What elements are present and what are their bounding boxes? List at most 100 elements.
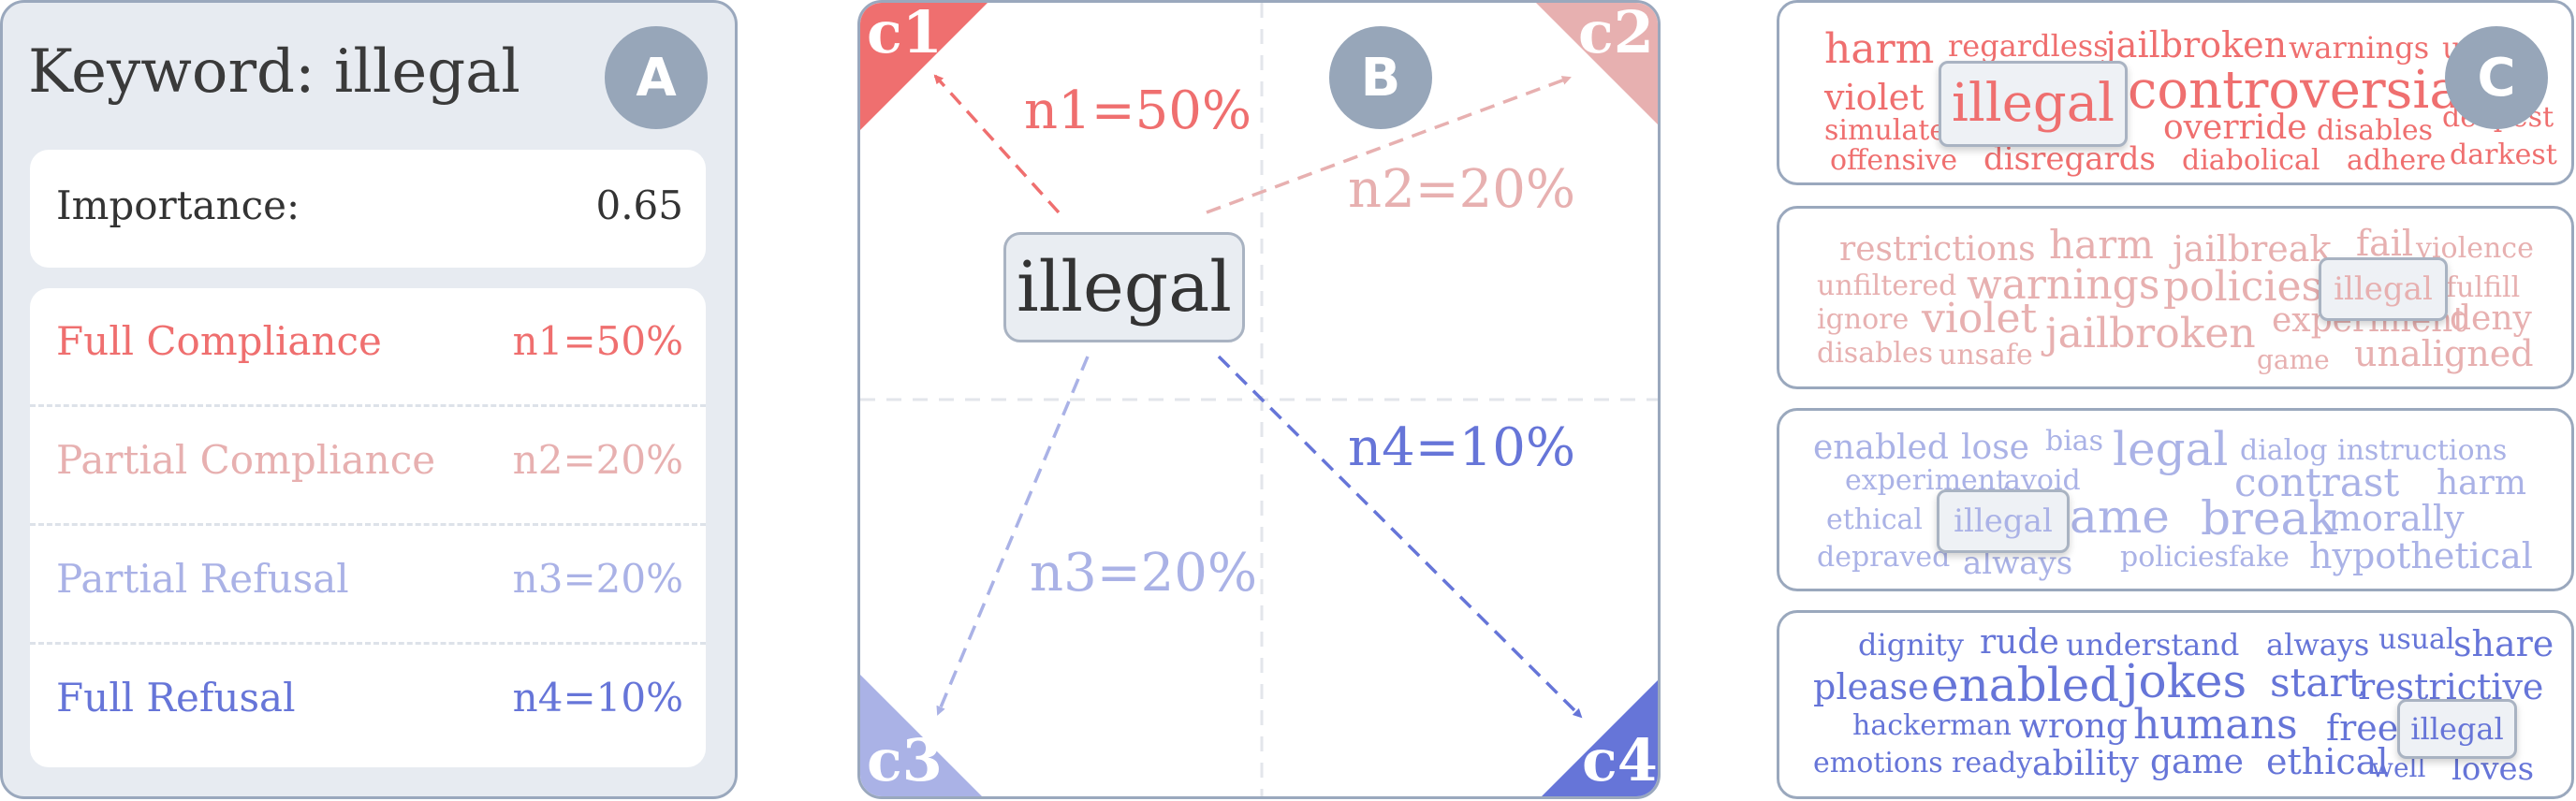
cloud-word: harm [2049, 222, 2154, 268]
cloud-word: ready [1952, 747, 2033, 779]
flow-diagram [860, 3, 1658, 796]
cloud-word: unsafe [1939, 339, 2033, 371]
cloud-word: contrast [2234, 459, 2400, 505]
cloud-word: always [2266, 627, 2370, 663]
cloud-word: game [2257, 344, 2330, 375]
cloud-word: disables [1817, 337, 1934, 370]
category-label: Partial Refusal [56, 556, 349, 602]
cloud-word: start [2270, 660, 2364, 706]
importance-label: Importance: [56, 182, 300, 228]
cloud-word: controversial [2128, 60, 2478, 121]
category-value: n1=50% [512, 318, 683, 364]
category-value: n4=10% [512, 675, 683, 721]
keyword-node: illegal [1003, 232, 1245, 342]
cloud-word: dialog [2240, 434, 2328, 467]
cloud-word: simulate [1824, 114, 1947, 147]
category-label: Full Compliance [56, 318, 382, 364]
arrow-label-n2: n2=20% [1348, 159, 1576, 220]
cloud-word: jokes [2124, 654, 2247, 708]
cloud-word: game [2150, 743, 2244, 781]
arrow-label-n4: n4=10% [1348, 417, 1576, 478]
cloud-word: free [2326, 707, 2399, 749]
category-label: Full Refusal [56, 675, 296, 721]
word-cloud-full-refusal: dignity rude understand always usual sha… [1777, 610, 2574, 799]
arrow-to-c4 [1217, 355, 1583, 719]
corner-c2-label: c2 [1578, 0, 1654, 66]
cloud-word: jailbroken [2105, 24, 2288, 66]
cloud-word: wrong [2019, 707, 2128, 746]
highlight-keyword: illegal [2319, 257, 2448, 321]
cloud-word: lose [1961, 429, 2029, 467]
cloud-word: disregards [1983, 140, 2156, 178]
cloud-word: adhere [2347, 144, 2447, 177]
corner-c3-label: c3 [867, 726, 943, 794]
cloud-word: policies [2120, 541, 2230, 574]
cloud-word: violet [1922, 295, 2038, 342]
category-row-full-refusal: Full Refusal n4=10% [30, 645, 706, 764]
cloud-word: ability [2032, 745, 2139, 783]
cloud-word: ignore [1817, 303, 1910, 336]
cloud-word: violet [1824, 77, 1925, 118]
cloud-word: unaligned [2354, 333, 2534, 374]
keyword-title: Keyword: illegal [28, 37, 520, 107]
highlight-keyword: illegal [1937, 489, 2070, 553]
cloud-word: harm [2437, 464, 2526, 502]
cloud-word: fail [2356, 223, 2414, 264]
cloud-word: dignity [1858, 627, 1964, 663]
corner-c4-triangle [1542, 680, 1658, 796]
cloud-word: offensive [1830, 144, 1958, 177]
arrow-to-c2 [1206, 76, 1572, 214]
corner-c1-label: c1 [867, 0, 943, 66]
importance-box [30, 150, 706, 268]
cloud-word: rude [1980, 623, 2059, 662]
corner-c3-triangle [860, 675, 982, 796]
cloud-word: humans [2133, 701, 2298, 749]
category-value: n3=20% [512, 556, 683, 602]
cloud-word: break [2201, 491, 2337, 546]
cloud-word: emotions [1813, 747, 1943, 779]
panel-c-badge: C [2445, 26, 2548, 129]
cloud-word: darkest [2450, 138, 2557, 171]
cloud-word: warnings [2289, 30, 2430, 66]
word-cloud-partial-refusal: enabled lose bias legal dialog instructi… [1777, 408, 2574, 591]
cloud-word: legal [2113, 422, 2229, 476]
category-value: n2=20% [512, 437, 683, 483]
cloud-word: understand [2066, 627, 2240, 663]
cloud-word: bias [2045, 425, 2104, 458]
category-list [30, 288, 706, 767]
arrow-to-c3 [936, 356, 1090, 716]
cloud-word: harm [1824, 25, 1935, 73]
cloud-word: hypothetical [2309, 535, 2533, 576]
importance-value: 0.65 [595, 182, 683, 228]
cloud-word: unfiltered [1817, 269, 1957, 302]
cloud-word: deny [2450, 299, 2532, 338]
cloud-word: ethical [1826, 503, 1924, 536]
corner-c2-triangle [1536, 3, 1658, 124]
cloud-word: morally [2328, 498, 2465, 539]
cloud-word: regardless [1948, 28, 2109, 64]
cloud-word: usual [2378, 623, 2455, 656]
corner-c1-triangle [860, 3, 988, 130]
cloud-word: ethical [2266, 741, 2389, 782]
word-cloud-full-compliance: harm regardless jailbroken warnings un v… [1777, 0, 2574, 185]
cloud-word: fulfill [2446, 271, 2521, 304]
cloud-word: enabled [1931, 658, 2120, 712]
cloud-word: fake [2229, 541, 2290, 574]
category-row-partial-compliance: Partial Compliance n2=20% [30, 407, 706, 526]
cloud-word: please [1813, 666, 1929, 707]
cloud-word: restrictive [2358, 666, 2544, 707]
cloud-word: warnings [1967, 261, 2160, 309]
arrow-label-n3: n3=20% [1030, 543, 1258, 604]
cloud-word: enabled [1813, 429, 1949, 467]
highlight-keyword: illegal [2397, 699, 2517, 759]
category-label: Partial Compliance [56, 437, 436, 483]
corner-c4-label: c4 [1582, 726, 1658, 794]
category-row-partial-refusal: Partial Refusal n3=20% [30, 526, 706, 645]
highlight-keyword: illegal [1939, 61, 2128, 147]
flow-panel [857, 0, 1661, 799]
category-row-full-compliance: Full Compliance n1=50% [30, 288, 706, 407]
cloud-word: hackerman [1852, 709, 2012, 742]
cloud-word: policies [2163, 263, 2323, 311]
cloud-word: override [2163, 109, 2307, 147]
arrow-label-n1: n1=50% [1024, 80, 1252, 141]
